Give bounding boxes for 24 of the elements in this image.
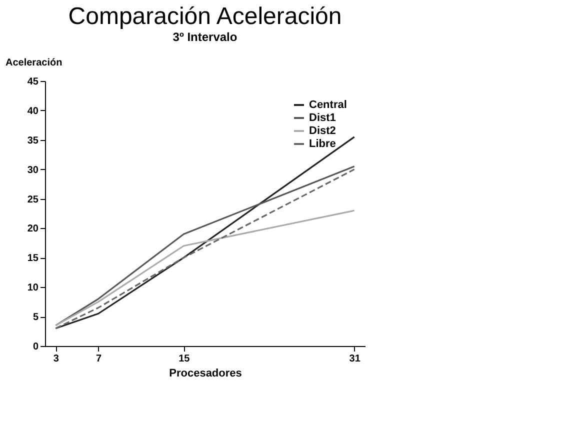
legend-label: Central	[309, 99, 347, 111]
x-tick-label: 15	[178, 354, 190, 364]
line-series	[54, 136, 356, 330]
chart-title: Comparación Aceleración	[68, 3, 342, 30]
y-tick-label: 25	[27, 194, 39, 206]
y-tick-label: 20	[27, 224, 39, 235]
y-axis-title: Aceleración	[6, 58, 62, 68]
legend-label: Libre	[309, 138, 336, 150]
line-series	[54, 210, 356, 326]
y-tick-label: 30	[27, 164, 39, 176]
y-tick-label: 40	[27, 106, 39, 117]
y-tick-label: 15	[27, 253, 39, 264]
y-tick-label: 45	[27, 76, 39, 88]
y-tick-label: 0	[32, 342, 39, 352]
x-tick-label: 7	[96, 354, 102, 364]
y-tick-label: 5	[32, 312, 39, 324]
y-tick-label: 10	[27, 282, 39, 294]
x-tick-label: 31	[349, 354, 361, 364]
y-tick-label: 35	[27, 135, 39, 146]
chart-subtitle: 3º Intervalo	[172, 30, 238, 44]
legend-label: Dist1	[309, 112, 336, 124]
legend-label: Dist2	[309, 125, 336, 137]
x-axis-title: Procesadores	[169, 368, 242, 380]
x-tick-label: 3	[53, 354, 60, 364]
